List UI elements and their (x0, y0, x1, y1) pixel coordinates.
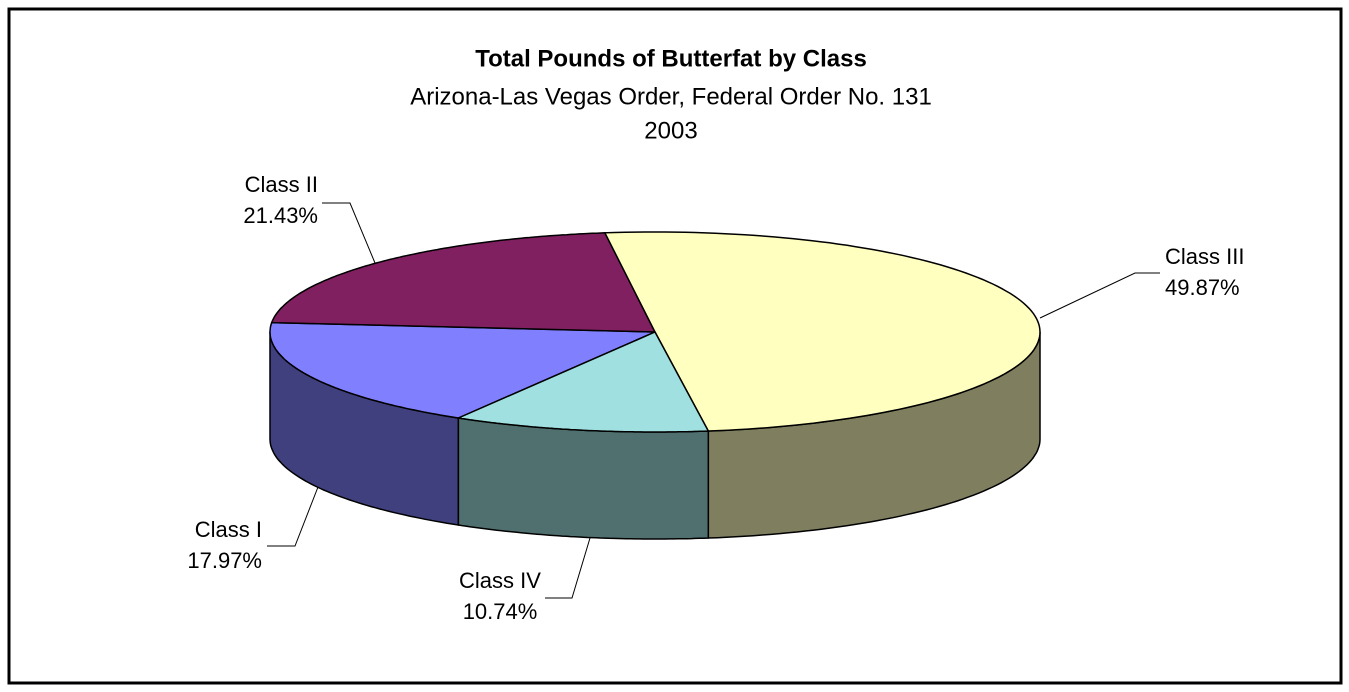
chart-title: Total Pounds of Butterfat by Class (475, 45, 867, 72)
slice-label: Class I (195, 517, 262, 542)
slice (603, 231, 1041, 432)
slice-side (457, 417, 710, 540)
slice (269, 321, 656, 419)
leader-line (322, 202, 376, 264)
chart-subtitle: 2003 (644, 117, 697, 144)
value-label: 17.97% (187, 548, 262, 573)
value-label: 21.43% (243, 203, 318, 228)
slice-label: Class III (1165, 244, 1244, 269)
leader-line (545, 537, 591, 599)
slice-label: Class II (245, 172, 318, 197)
chart-subtitle: Arizona-Las Vegas Order, Federal Order N… (410, 83, 932, 110)
value-label: 49.87% (1165, 275, 1240, 300)
leader-line (1039, 272, 1160, 319)
slice (270, 232, 657, 333)
value-label: 10.74% (463, 599, 538, 624)
slice-label: Class IV (459, 568, 541, 593)
slice (455, 331, 710, 433)
leader-line (267, 486, 319, 547)
